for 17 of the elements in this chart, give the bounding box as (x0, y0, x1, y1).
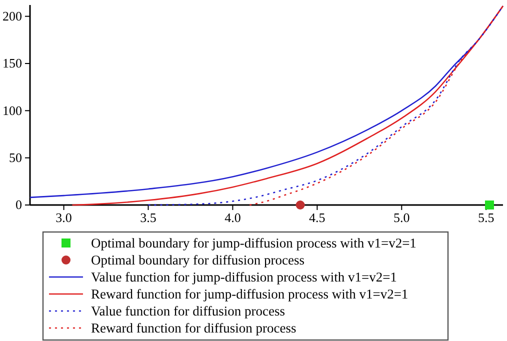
legend-label: Optimal boundary for diffusion process (91, 252, 304, 268)
y-tick-label: 200 (2, 8, 22, 24)
x-tick-label: 4.5 (309, 210, 326, 226)
x-tick-label: 4.0 (224, 210, 241, 226)
y-tick-label: 50 (9, 150, 22, 165)
legend-label: Value function for jump-diffusion process with v1=v2=1 (91, 270, 397, 284)
x-tick-label: 5.5 (478, 210, 494, 226)
legend-label: Value function for diffusion process (91, 304, 285, 318)
legend-label: Reward function for jump-diffusion process with v1=v2=1 (91, 286, 408, 302)
x-tick-label: 3.0 (56, 210, 72, 226)
x-tick-label: 3.5 (140, 210, 156, 226)
x-tick-label: 5.0 (394, 210, 410, 226)
y-tick-label: 100 (2, 102, 22, 118)
legend-label: Optimal boundary for jump-diffusion process with v1=v2=1 (91, 236, 416, 250)
legend-label: Reward function for diffusion process (91, 320, 296, 336)
y-tick-label: 0 (16, 197, 22, 212)
y-tick-label: 150 (2, 56, 22, 71)
